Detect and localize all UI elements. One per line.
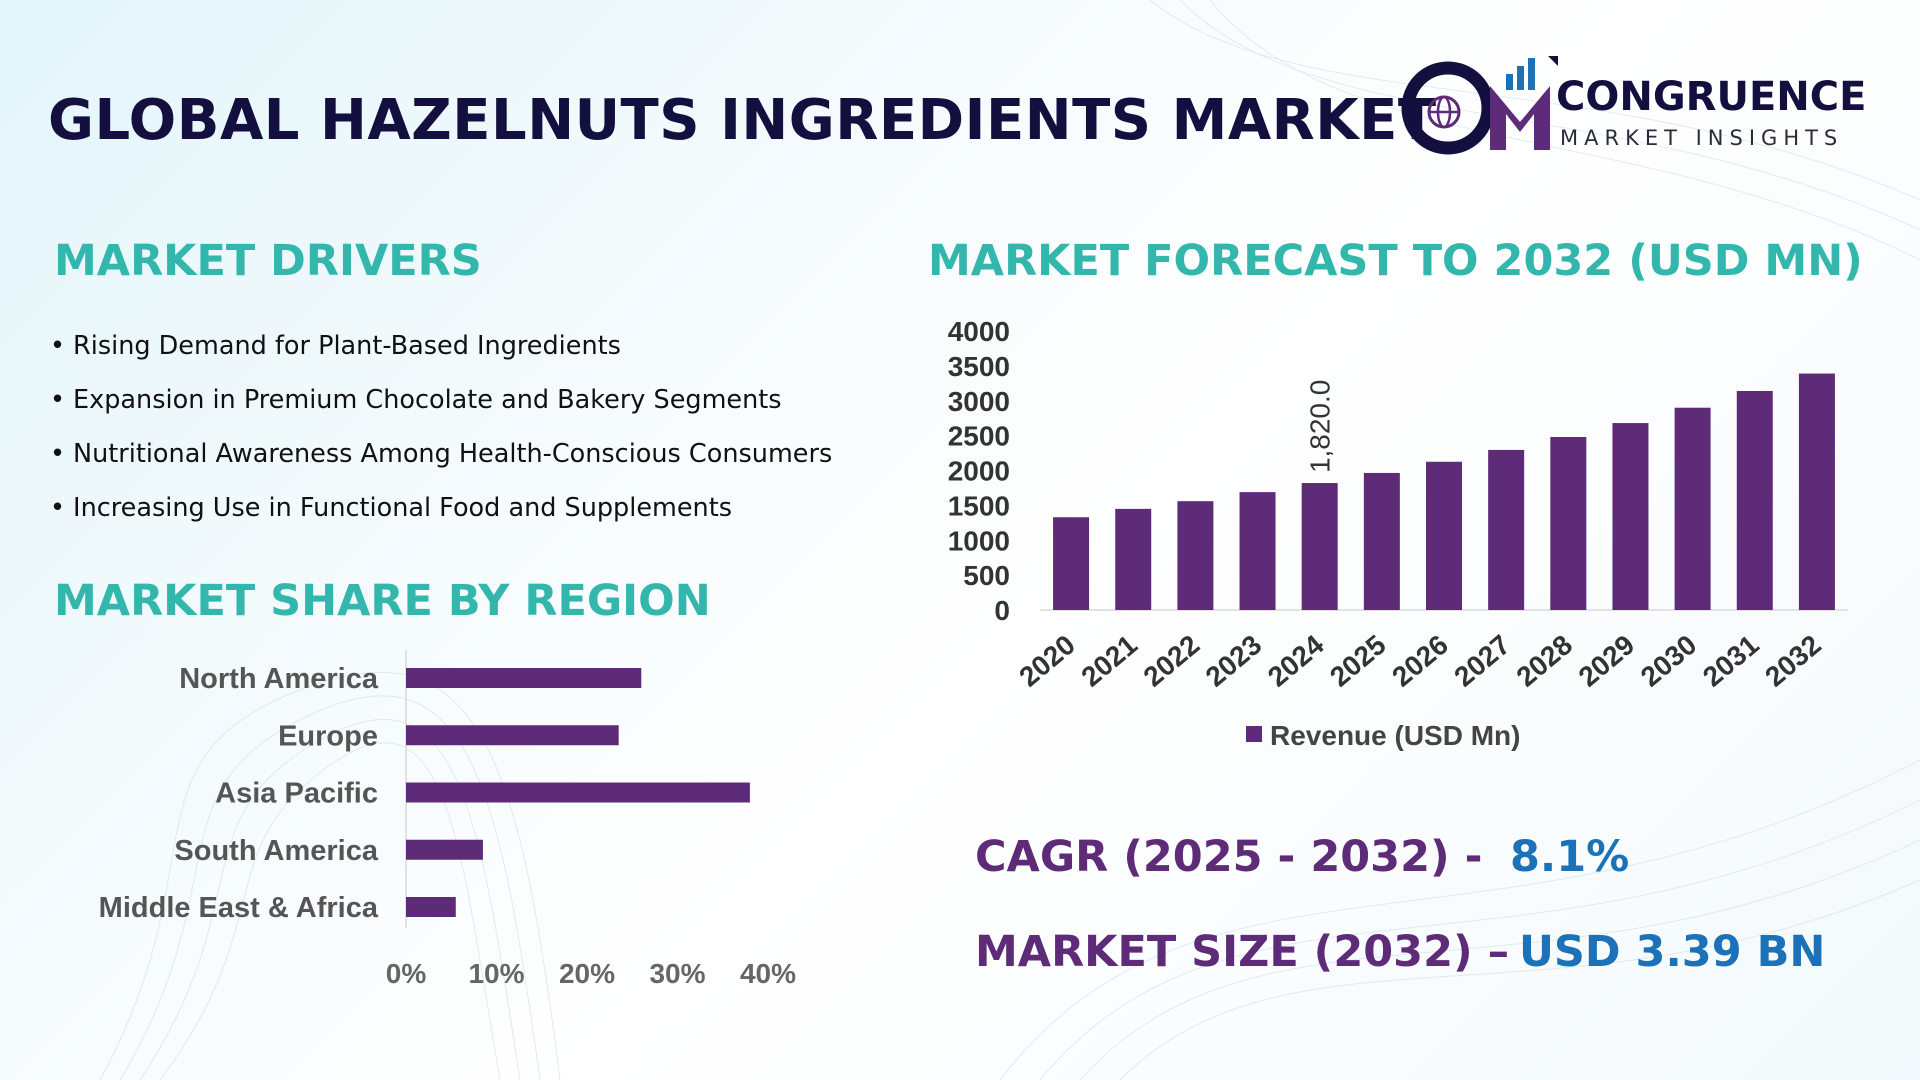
x-tick-label: 2021 (1075, 629, 1143, 693)
y-tick-label: 4000 (948, 316, 1010, 347)
x-tick-label: 10% (468, 958, 524, 989)
logo-subtitle: MARKET INSIGHTS (1560, 126, 1844, 150)
region-label: Middle East & Africa (99, 892, 379, 924)
x-tick-label: 2027 (1448, 629, 1516, 693)
y-tick-label: 2000 (948, 456, 1010, 487)
region-bar (406, 668, 642, 688)
region-bar (406, 782, 750, 803)
x-tick-label: 2030 (1635, 629, 1703, 693)
x-tick-label: 2032 (1759, 629, 1827, 693)
y-tick-label: 0 (994, 595, 1010, 626)
forecast-bar (1115, 508, 1152, 610)
driver-item: • Expansion in Premium Chocolate and Bake… (50, 385, 782, 415)
x-tick-label: 2028 (1511, 629, 1579, 693)
y-tick-label: 3500 (948, 351, 1010, 382)
cagr-label: CAGR (2025 - 2032) - (975, 832, 1483, 882)
forecast-bar (1301, 483, 1338, 610)
forecast-bar (1363, 472, 1400, 610)
drivers-list: • Rising Demand for Plant-Based Ingredien… (50, 326, 832, 542)
y-tick-label: 2500 (948, 421, 1010, 452)
logo-name: CONGRUENCE (1556, 74, 1867, 120)
forecast-bar (1239, 492, 1276, 610)
y-tick-label: 500 (963, 560, 1010, 591)
x-tick-label: 2025 (1324, 629, 1392, 693)
x-tick-label: 0% (386, 958, 427, 989)
x-tick-label: 30% (649, 958, 705, 989)
y-tick-label: 3000 (948, 386, 1010, 417)
company-logo (1401, 56, 1558, 155)
forecast-bar (1550, 437, 1587, 610)
region-bar (406, 897, 456, 917)
driver-item: • Nutritional Awareness Among Health-Cons… (50, 439, 833, 469)
driver-item: • Increasing Use in Functional Food and S… (50, 493, 732, 523)
market-size-value: USD 3.39 BN (1519, 927, 1826, 977)
region-label: South America (174, 835, 378, 867)
y-tick-label: 1500 (948, 490, 1010, 521)
x-tick-label: 20% (559, 958, 615, 989)
x-tick-label: 2024 (1262, 629, 1330, 693)
region-bar (406, 839, 483, 860)
x-tick-label: 2031 (1697, 629, 1765, 693)
forecast-bar (1674, 407, 1711, 610)
market-size-label: MARKET SIZE (2032) – (975, 927, 1510, 977)
x-tick-label: 2020 (1013, 629, 1081, 693)
forecast-title: MARKET FORECAST TO 2032 (USD MN) (928, 236, 1863, 286)
region-label: North America (179, 663, 379, 695)
forecast-bar (1426, 461, 1462, 610)
legend-swatch (1246, 726, 1262, 742)
forecast-bar (1177, 501, 1214, 610)
drivers-title: MARKET DRIVERS (54, 236, 482, 286)
cagr-value: 8.1% (1510, 832, 1630, 882)
data-label: 1,820.0 (1305, 380, 1336, 473)
x-tick-label: 2023 (1200, 629, 1268, 693)
region-title: MARKET SHARE BY REGION (54, 576, 711, 626)
forecast-bar (1612, 423, 1649, 610)
driver-item: • Rising Demand for Plant-Based Ingredien… (50, 331, 621, 361)
forecast-bar (1053, 517, 1090, 610)
region-label: Europe (278, 720, 378, 752)
x-tick-label: 2026 (1386, 629, 1454, 693)
page-title: GLOBAL HAZELNUTS INGREDIENTS MARKET (48, 88, 1437, 153)
forecast-bar (1488, 449, 1525, 610)
m-letter-icon (1490, 86, 1550, 150)
x-tick-label: 40% (740, 958, 796, 989)
x-tick-label: 2022 (1138, 629, 1206, 693)
forecast-bar (1736, 390, 1773, 610)
region-bar (406, 725, 619, 746)
region-label: Asia Pacific (215, 778, 378, 810)
legend-label: Revenue (USD Mn) (1270, 720, 1520, 751)
x-tick-label: 2029 (1573, 629, 1641, 693)
forecast-bar (1798, 373, 1835, 610)
globe-icon (1401, 61, 1495, 155)
growth-bars-icon (1506, 56, 1558, 90)
y-tick-label: 1000 (948, 525, 1010, 556)
